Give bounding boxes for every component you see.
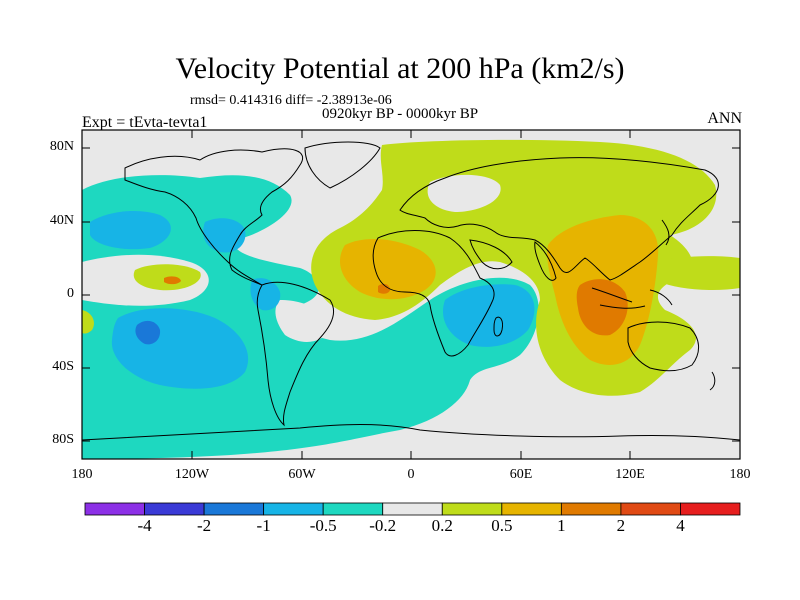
strong-positive-maritime-continent (576, 279, 628, 336)
strong-positive-north-pacific-core (164, 276, 181, 285)
colorbar-label: -2 (196, 516, 212, 535)
period-label: 0920kyr BP - 0000kyr BP (322, 106, 479, 122)
lat-label-80s: 80S (52, 432, 74, 447)
colorbar-label: 2 (616, 516, 626, 535)
colorbar-label: 0.2 (431, 516, 453, 535)
coastlines (81, 141, 741, 441)
positive-region-east-pacific (651, 256, 740, 290)
lon-label-120e: 120E (615, 467, 645, 482)
colorbar-label: 1 (557, 516, 566, 535)
colorbar-swatch (263, 502, 324, 516)
chart-title: Velocity Potential at 200 hPa (km2/s) (175, 52, 625, 85)
neutral-band-south-america (275, 300, 330, 342)
strong-positive-west-africa-core (378, 283, 390, 294)
coastline-eurasia (399, 157, 719, 281)
colorbar-label: -4 (137, 516, 152, 535)
positive-region-west-africa (340, 238, 436, 300)
lon-label-60e: 60E (509, 467, 533, 482)
lon-label-60w: 60W (288, 467, 316, 482)
colorbar-swatch (680, 502, 741, 516)
lat-label-40n: 40N (49, 213, 74, 228)
negative-core-strong-pacific (135, 320, 161, 345)
coastline-antarctica (81, 424, 741, 441)
lon-label-180w: 180 (71, 467, 93, 482)
colorbar-label: -0.2 (369, 516, 397, 535)
negative-core-atlantic-north (90, 210, 171, 250)
lat-label-40s: 40S (52, 359, 74, 374)
colorbar-swatch (382, 502, 443, 516)
coastline-north-america (124, 148, 303, 286)
lon-label-0: 0 (407, 467, 415, 482)
positive-region-west-edge (82, 310, 94, 334)
coastline-africa (372, 230, 495, 357)
coastline-australia (627, 321, 699, 372)
colorbar-label: -0.5 (309, 516, 337, 535)
coastline-south-america (256, 281, 335, 427)
colorbar-swatch (501, 502, 562, 516)
negative-core-amazon (250, 278, 281, 311)
season-label: ANN (707, 110, 742, 127)
coastline-new-zealand (709, 371, 716, 391)
coastline-indonesia (591, 287, 673, 309)
colorbar (84, 502, 741, 516)
axis-ticks (81, 130, 741, 459)
colorbar-swatch (144, 502, 205, 516)
map-field (82, 130, 740, 459)
coastline-japan (661, 219, 670, 246)
lon-label-120w: 120W (174, 467, 210, 482)
colorbar-swatch (441, 502, 503, 516)
colorbar-swatch (560, 502, 622, 516)
lat-label-eq: 0 (67, 286, 74, 301)
coastline-arabia (469, 239, 513, 270)
colorbar-swatch (203, 502, 265, 516)
colorbar-label: 4 (676, 516, 685, 535)
colorbar-swatch (620, 502, 681, 516)
colorbar-label: 0.5 (491, 516, 513, 535)
negative-core-indian-ocean (442, 284, 535, 347)
experiment-label: Expt = tEvta-tevta1 (82, 114, 208, 131)
lat-label-80n: 80N (49, 139, 74, 154)
colorbar-swatch (84, 502, 145, 516)
neutral-patch-europe (427, 174, 501, 212)
coastline-india (534, 241, 557, 281)
colorbar-label: -1 (256, 516, 271, 535)
colorbar-swatch (322, 502, 384, 516)
stats-line: rmsd= 0.414316 diff= -2.38913e-06 (190, 93, 392, 108)
coastline-greenland (304, 141, 381, 189)
coastline-madagascar (493, 316, 503, 337)
lon-label-180e: 180 (729, 467, 751, 482)
